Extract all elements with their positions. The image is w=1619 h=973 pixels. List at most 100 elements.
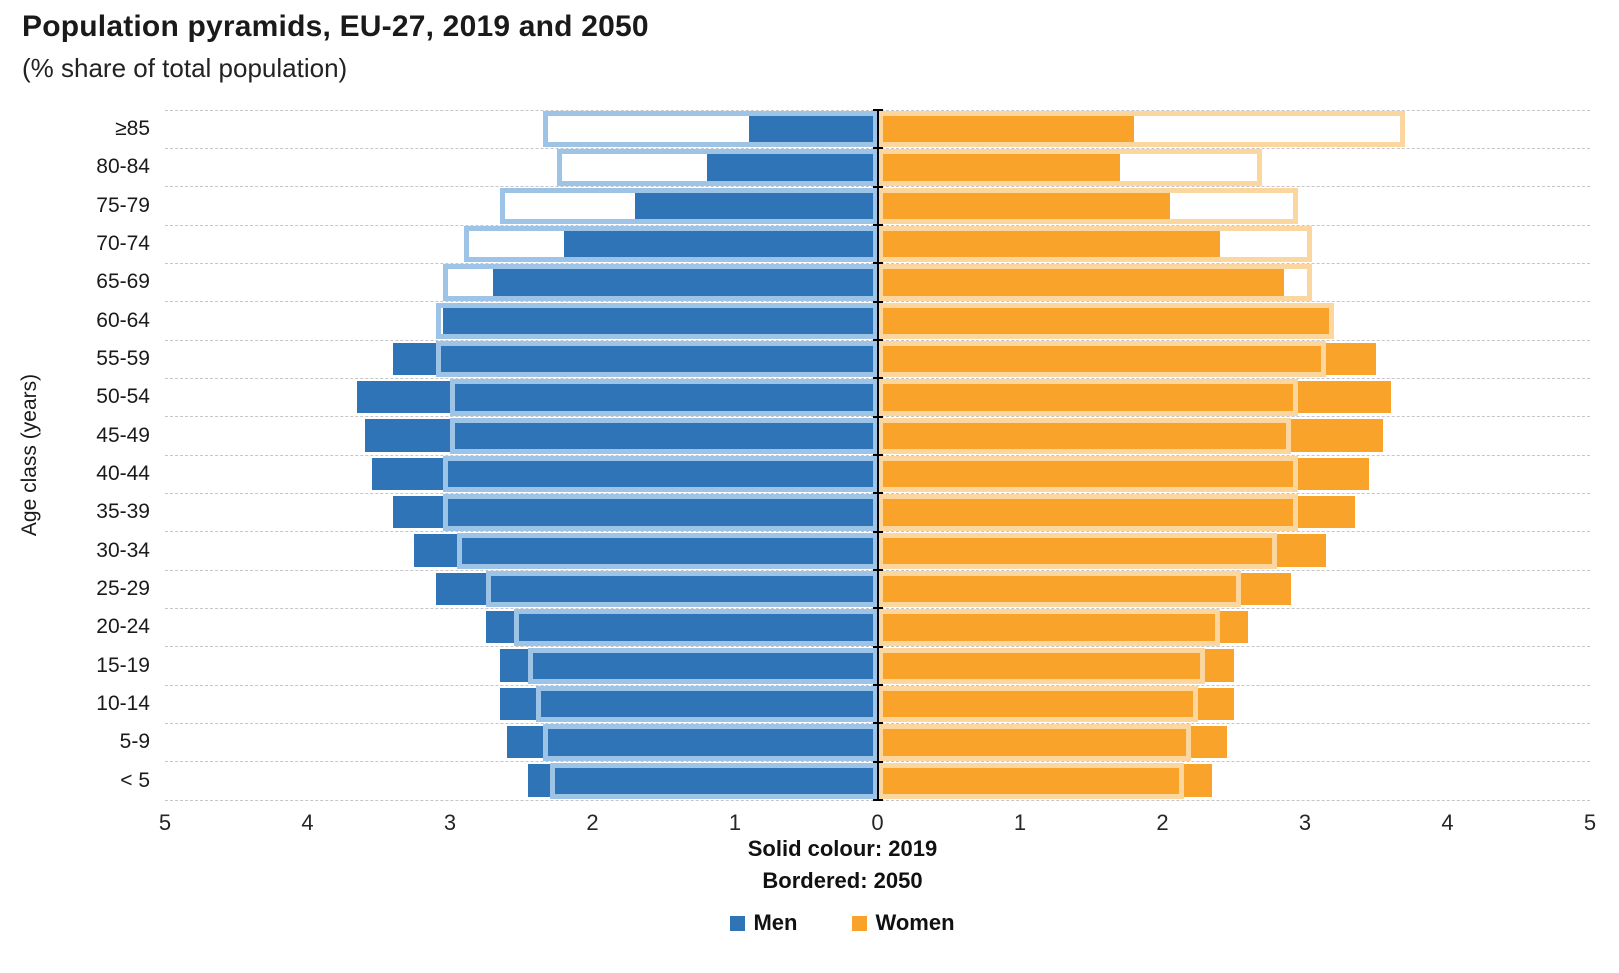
- bar-men-2019-40-44: [371, 457, 878, 490]
- bar-men-2019-20-24: [485, 611, 878, 644]
- bar-women-2050-85: [877, 110, 1405, 148]
- x-axis-label-2: 3: [443, 810, 457, 835]
- chart-title: Population pyramids, EU-27, 2019 and 205…: [22, 10, 649, 43]
- y-axis-label-75-79: 75-79: [96, 193, 150, 217]
- bar-men-2050-65-69: [442, 264, 878, 301]
- y-axis-label-85: ≥85: [115, 117, 150, 140]
- bar-women-2050-30-34: [877, 532, 1277, 570]
- bar-women-2019-5: [877, 764, 1213, 797]
- caption-solid-colour: Solid colour: 2019: [747, 836, 938, 861]
- x-axis-label-10: 5: [1583, 810, 1597, 835]
- bar-men-2019-10-14: [499, 687, 878, 720]
- y-axis-label-5-9: 5-9: [119, 730, 150, 754]
- center-axis-tick: [872, 684, 883, 686]
- center-axis-tick: [872, 645, 883, 648]
- bar-men-2019-35-39: [393, 496, 878, 529]
- bar-women-2019-65-69: [877, 266, 1284, 299]
- y-axis-label-30-34: 30-34: [96, 538, 150, 562]
- bar-women-2050-55-59: [877, 340, 1327, 378]
- center-axis-tick: [872, 607, 883, 610]
- bar-men-2019-5: [528, 764, 878, 797]
- y-axis-label-70-74: 70-74: [96, 232, 150, 255]
- y-axis-label-20-24: 20-24: [96, 615, 150, 639]
- chart-subtitle: (% share of total population): [22, 53, 348, 83]
- bar-men-2050-40-44: [442, 455, 878, 493]
- y-axis-label-60-64: 60-64: [96, 308, 150, 332]
- bar-women-2019-85: [877, 112, 1134, 145]
- bar-men-2050-5: [549, 762, 878, 800]
- center-axis-tick: [872, 415, 883, 418]
- bar-men-2050-30-34: [457, 532, 878, 570]
- bar-men-2019-80-84: [706, 151, 878, 184]
- bar-women-2019-35-39: [877, 496, 1355, 529]
- bar-women-2019-55-59: [877, 342, 1377, 375]
- bar-men-2019-30-34: [414, 534, 878, 567]
- center-axis-tick: [872, 799, 883, 801]
- y-axis-label-80-84: 80-84: [96, 155, 150, 179]
- bar-women-2050-25-29: [877, 570, 1241, 608]
- y-axis-label-65-69: 65-69: [96, 270, 150, 294]
- center-axis-tick: [872, 760, 883, 763]
- bar-men-2019-70-74: [564, 227, 878, 260]
- legend-label-women: Women: [875, 910, 955, 935]
- y-axis-label-50-54: 50-54: [96, 385, 150, 409]
- legend-item-women: Women: [852, 910, 955, 936]
- center-axis-tick: [872, 300, 883, 303]
- bar-men-2050-5-9: [542, 724, 878, 761]
- bar-men-2050-75-79: [499, 187, 878, 225]
- bar-women-2019-45-49: [877, 419, 1384, 452]
- y-axis-label-15-19: 15-19: [96, 653, 150, 677]
- y-axis-label-35-39: 35-39: [96, 500, 150, 524]
- bar-women-2050-10-14: [877, 685, 1199, 723]
- bar-women-2050-80-84: [877, 149, 1263, 186]
- x-axis-label-1: 4: [301, 810, 314, 835]
- bar-women-2019-50-54: [877, 381, 1391, 414]
- bar-men-2050-10-14: [535, 685, 878, 723]
- bar-women-2019-20-24: [877, 611, 1248, 644]
- bar-women-2050-65-69: [877, 264, 1313, 301]
- bar-men-2019-25-29: [435, 572, 878, 605]
- legend-label-men: Men: [753, 910, 798, 935]
- bar-men-2050-70-74: [464, 225, 878, 263]
- center-axis-tick: [872, 377, 883, 380]
- center-axis-tick: [872, 530, 883, 533]
- bar-men-2019-65-69: [492, 266, 878, 299]
- x-axis-label-6: 1: [1013, 810, 1027, 835]
- center-axis-tick: [872, 109, 883, 111]
- bar-men-2050-85: [542, 110, 878, 148]
- bar-women-2050-60-64: [877, 302, 1334, 340]
- bar-men-2050-45-49: [450, 417, 878, 455]
- bar-women-2019-70-74: [877, 227, 1220, 260]
- center-axis-tick: [872, 722, 883, 725]
- x-axis-label-3: 2: [586, 810, 599, 835]
- bar-women-2019-40-44: [877, 457, 1370, 490]
- bar-women-2050-15-19: [877, 647, 1206, 685]
- bar-women-2050-70-74: [877, 225, 1313, 263]
- bar-women-2019-60-64: [877, 304, 1334, 337]
- legend: Men Women: [130, 910, 1555, 936]
- y-axis-label-10-14: 10-14: [96, 692, 150, 715]
- bar-women-2019-80-84: [877, 151, 1120, 184]
- x-axis-label-0: 5: [158, 810, 172, 835]
- bar-men-2019-75-79: [635, 189, 878, 222]
- women-color-swatch: [852, 915, 868, 931]
- center-axis-tick: [872, 569, 883, 571]
- bar-men-2050-80-84: [556, 149, 878, 186]
- bar-women-2050-5-9: [877, 724, 1191, 761]
- bar-men-2050-15-19: [528, 647, 878, 685]
- caption-bordered: Bordered: 2050: [762, 868, 923, 893]
- y-axis-label-25-29: 25-29: [96, 577, 150, 600]
- bar-men-2050-55-59: [435, 340, 878, 378]
- y-axis-label-45-49: 45-49: [96, 423, 150, 447]
- x-axis-label-4: 1: [728, 810, 742, 835]
- bar-men-2019-55-59: [393, 342, 878, 375]
- bar-women-2019-10-14: [877, 687, 1234, 720]
- x-axis-label-5: 0: [871, 810, 884, 835]
- center-axis-tick: [872, 339, 883, 341]
- bar-men-2050-35-39: [442, 494, 878, 531]
- bar-women-2050-40-44: [877, 455, 1298, 493]
- bar-men-2050-20-24: [514, 609, 878, 646]
- bar-women-2050-75-79: [877, 187, 1298, 225]
- bar-men-2019-15-19: [499, 649, 878, 682]
